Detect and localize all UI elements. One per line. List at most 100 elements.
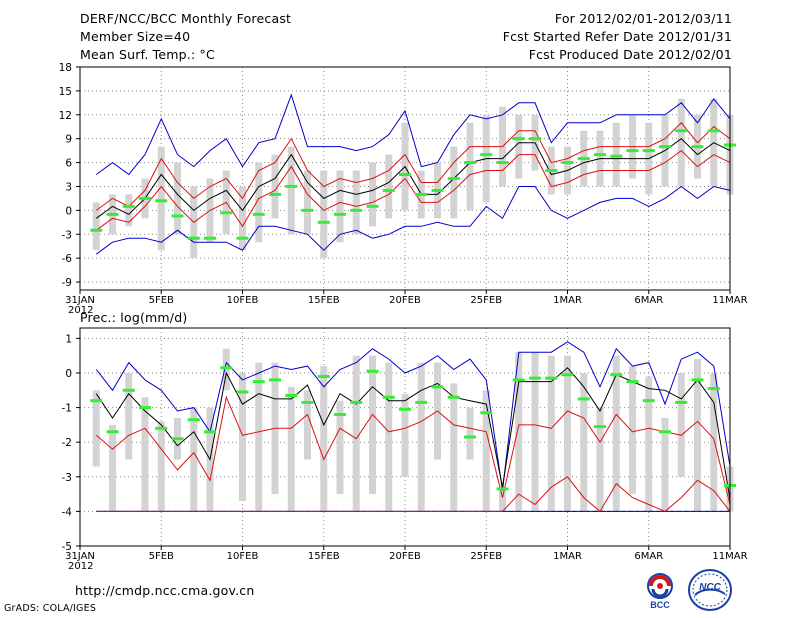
y-tick-label: 1	[65, 333, 72, 345]
x-tick-label: 20FEB	[389, 295, 421, 306]
ensemble-bar	[515, 352, 523, 512]
median-marker	[415, 192, 428, 196]
median-marker	[122, 388, 135, 392]
y-tick-label: -3	[62, 229, 72, 241]
produced-date-label: Fcst Produced Date 2012/02/01	[528, 47, 732, 62]
ensemble-bar	[450, 383, 458, 512]
variable-label: Mean Surf. Temp.: °C	[80, 47, 215, 62]
y-tick-label: -5	[62, 541, 72, 553]
chart-title: DERF/NCC/BCC Monthly Forecast	[80, 11, 292, 26]
median-marker	[545, 376, 558, 380]
y-tick-label: 18	[59, 62, 72, 74]
x-tick-label: 10FEB	[227, 295, 259, 306]
y-tick-label: 0	[65, 368, 72, 380]
footer-url[interactable]: http://cmdp.ncc.cma.gov.cn	[75, 583, 255, 598]
series-outer-high	[96, 93, 731, 176]
x-tick-label: 5FEB	[149, 295, 174, 306]
ensemble-bar	[369, 355, 376, 495]
ensemble-bar	[531, 352, 539, 512]
median-marker	[480, 411, 493, 415]
forecast-period: For 2012/02/01-2012/03/11	[554, 11, 732, 26]
ensemble-bar	[417, 362, 425, 512]
series-inner-high	[96, 122, 731, 211]
x-tick-year-label: 2012	[68, 561, 93, 572]
median-marker	[431, 385, 444, 389]
x-tick-label: 25FEB	[470, 551, 502, 562]
ensemble-bar	[239, 186, 246, 251]
precip-panel-title: Prec.: log(mm/d)	[80, 310, 188, 325]
series-inner-low	[96, 476, 731, 513]
median-marker	[707, 387, 720, 391]
series-ensemble-mean	[95, 367, 731, 500]
ensemble-bar	[336, 400, 344, 495]
median-marker	[155, 426, 168, 430]
median-marker	[431, 188, 444, 192]
median-marker	[90, 228, 103, 232]
median-marker	[301, 400, 314, 404]
median-marker	[659, 430, 671, 434]
median-marker	[204, 430, 216, 434]
ensemble-bar	[694, 359, 701, 512]
ensemble-bar	[92, 202, 100, 251]
ensemble-bar	[482, 390, 490, 512]
y-tick-label: 3	[65, 181, 72, 193]
median-marker	[366, 369, 379, 373]
ensemble-bar	[661, 417, 669, 512]
median-marker	[382, 395, 395, 399]
median-marker	[236, 236, 249, 240]
median-marker	[626, 380, 639, 384]
median-marker	[642, 149, 655, 153]
median-marker	[139, 196, 151, 200]
median-marker	[415, 400, 428, 404]
median-marker	[155, 199, 168, 203]
median-marker	[545, 169, 558, 173]
median-marker	[187, 418, 200, 422]
median-marker	[642, 399, 655, 403]
median-marker	[285, 393, 298, 397]
median-marker	[480, 153, 493, 157]
median-marker	[171, 214, 184, 218]
ensemble-bar	[190, 407, 198, 512]
median-marker	[529, 137, 541, 141]
median-marker	[659, 145, 671, 149]
x-tick-label: 11MAR	[712, 295, 747, 306]
ensemble-bar	[157, 146, 165, 251]
x-tick-label: 31JAN	[65, 551, 95, 562]
ensemble-bar	[222, 348, 230, 391]
ensemble-bar	[385, 362, 393, 512]
ensemble-bar	[320, 170, 328, 259]
x-tick-label: 15FEB	[308, 295, 340, 306]
ensemble-bar	[564, 355, 571, 512]
ensemble-bar	[320, 366, 328, 512]
ensemble-bar	[629, 366, 636, 495]
ncc-logo-icon: NCC	[688, 569, 732, 611]
median-marker	[561, 161, 574, 165]
median-marker	[252, 380, 265, 384]
ensemble-bar	[612, 355, 620, 512]
median-marker	[399, 173, 411, 177]
median-marker	[447, 177, 460, 180]
median-marker	[220, 211, 233, 215]
median-marker	[106, 430, 119, 434]
ensemble-bar	[466, 407, 474, 460]
median-marker	[366, 204, 379, 208]
ensemble-bar	[287, 146, 295, 235]
median-marker	[285, 184, 298, 188]
median-marker	[350, 208, 363, 212]
ensemble-bar	[515, 114, 523, 179]
median-marker	[317, 220, 330, 224]
ensemble-bar	[369, 162, 376, 227]
y-tick-label: -1	[62, 403, 72, 415]
ensemble-bar	[304, 390, 311, 460]
series-inner-high	[95, 395, 731, 505]
y-tick-label: -4	[62, 506, 73, 518]
median-marker	[610, 154, 623, 158]
median-marker	[691, 145, 704, 149]
median-marker	[577, 397, 590, 401]
ensemble-bar	[596, 407, 604, 512]
median-marker	[512, 378, 525, 382]
median-marker	[187, 236, 200, 240]
ensemble-bar	[125, 372, 133, 460]
median-marker	[399, 407, 411, 411]
